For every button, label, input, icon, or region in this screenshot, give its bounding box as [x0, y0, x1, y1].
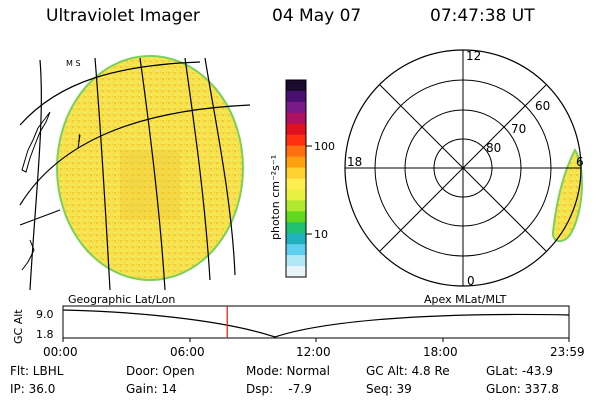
filter-status: Flt: LBHL	[10, 364, 64, 378]
gc-alt-axis-label: GC Alt	[12, 309, 25, 344]
gain-status: Gain: 14	[126, 382, 177, 396]
altitude-time-plot	[62, 305, 570, 342]
date-label: 04 May 07	[272, 6, 362, 26]
polar-mlt-plot	[344, 49, 583, 287]
x-tick-0000: 00:00	[43, 345, 78, 359]
glon-status: GLon: 337.8	[486, 382, 559, 396]
lat-label-60: 60	[535, 99, 550, 113]
colorbar-tick-10: 10	[314, 228, 328, 241]
time-label: 07:47:38 UT	[430, 6, 535, 26]
seq-status: Seq: 39	[366, 382, 412, 396]
apex-caption: Apex MLat/MLT	[424, 293, 507, 306]
colorbar-segment	[286, 266, 306, 278]
colorbar-segment	[286, 101, 306, 114]
x-tick-1800: 18:00	[423, 345, 458, 359]
x-tick-1200: 12:00	[296, 345, 331, 359]
colorbar-unit-label: photon cm⁻²s⁻¹	[269, 155, 282, 240]
mlt-label-6: 6	[576, 155, 584, 169]
auroral-disk	[56, 55, 244, 281]
lat-label-80: 80	[486, 141, 501, 155]
y-tick-9: 9.0	[36, 308, 54, 321]
colorbar-segment	[286, 255, 306, 267]
colorbar-segment	[286, 80, 306, 92]
auroral-oval-fragment	[551, 148, 583, 243]
door-status: Door: Open	[126, 364, 195, 378]
colorbar-segment	[286, 189, 306, 201]
gc-alt-status: GC Alt: 4.8 Re	[366, 364, 450, 378]
mode-status: Mode: Normal	[246, 364, 330, 378]
colorbar-segment	[286, 123, 306, 136]
altitude-curve	[62, 309, 570, 338]
map-label-b: J	[77, 133, 80, 142]
colorbar-segment	[286, 134, 306, 147]
colorbar-segment	[286, 167, 306, 180]
colorbar-segment	[286, 90, 306, 103]
lat-label-70: 70	[511, 122, 526, 136]
geographic-map	[19, 55, 250, 290]
mlt-label-12: 12	[466, 49, 481, 63]
ip-status: IP: 36.0	[10, 382, 56, 396]
dsp-status: Dsp: -7.9	[246, 382, 312, 396]
colorbar-segment	[286, 233, 306, 245]
colorbar-segment	[286, 211, 306, 223]
mlt-label-18: 18	[347, 155, 362, 169]
mlt-label-0: 0	[467, 274, 475, 288]
colorbar-segment	[286, 178, 306, 191]
colorbar-segment	[286, 145, 306, 158]
colorbar-segment	[286, 156, 306, 169]
instrument-title: Ultraviolet Imager	[46, 6, 200, 26]
glat-status: GLat: -43.9	[486, 364, 553, 378]
map-label-a: M S	[66, 59, 81, 68]
x-tick-0600: 06:00	[170, 345, 205, 359]
colorbar-segment	[286, 244, 306, 256]
colorbar-segment	[286, 112, 306, 125]
geographic-caption: Geographic Lat/Lon	[68, 293, 175, 306]
colorbar-segment	[286, 200, 306, 212]
colorbar-segment	[286, 222, 306, 234]
x-tick-2359: 23:59	[550, 345, 585, 359]
colorbar-tick-100: 100	[314, 140, 335, 153]
y-tick-1-8: 1.8	[36, 328, 54, 341]
color-scale-bar	[286, 80, 306, 278]
